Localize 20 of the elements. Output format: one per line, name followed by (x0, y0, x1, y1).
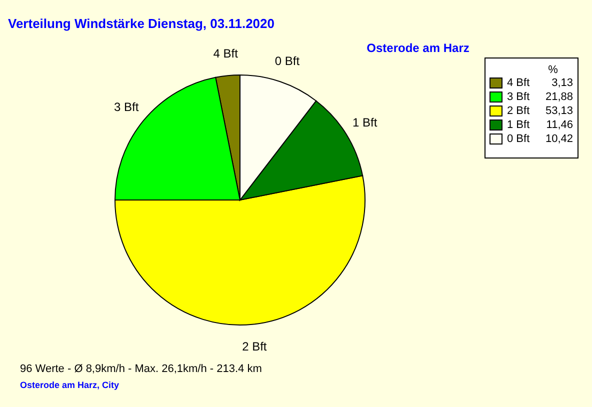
chart-subtitle: Osterode am Harz (366, 41, 470, 55)
slice-label: 1 Bft (352, 115, 378, 130)
data-label: 21,88 (545, 91, 573, 103)
data-label: 10,42 (545, 133, 573, 145)
legend-label: 0 Bft (507, 133, 530, 145)
data-label: 11,46 (546, 119, 573, 131)
legend-label: 4 Bft (507, 77, 530, 89)
slice-label: 3 Bft (114, 100, 140, 114)
legend-label: 1 Bft (507, 119, 530, 131)
legend-label: 2 Bft (507, 105, 530, 117)
slice-label: 4 Bft (213, 46, 239, 61)
legend-title: % (548, 64, 558, 76)
text: Osterode am Harz, City (20, 380, 120, 390)
chart-title: Verteilung Windstärke Dienstag, 03.11.2020 (8, 16, 274, 31)
slice-label: 2 Bft (242, 339, 268, 354)
data-label: 3,13 (552, 77, 573, 89)
slice-label: 0 Bft (274, 54, 300, 68)
legend-label: 3 Bft (507, 91, 530, 103)
data-label: 53,13 (545, 105, 573, 117)
text: 96 Werte - Ø 8,9km/h - Max. 26,1km/h - 213.4 km (20, 363, 262, 375)
